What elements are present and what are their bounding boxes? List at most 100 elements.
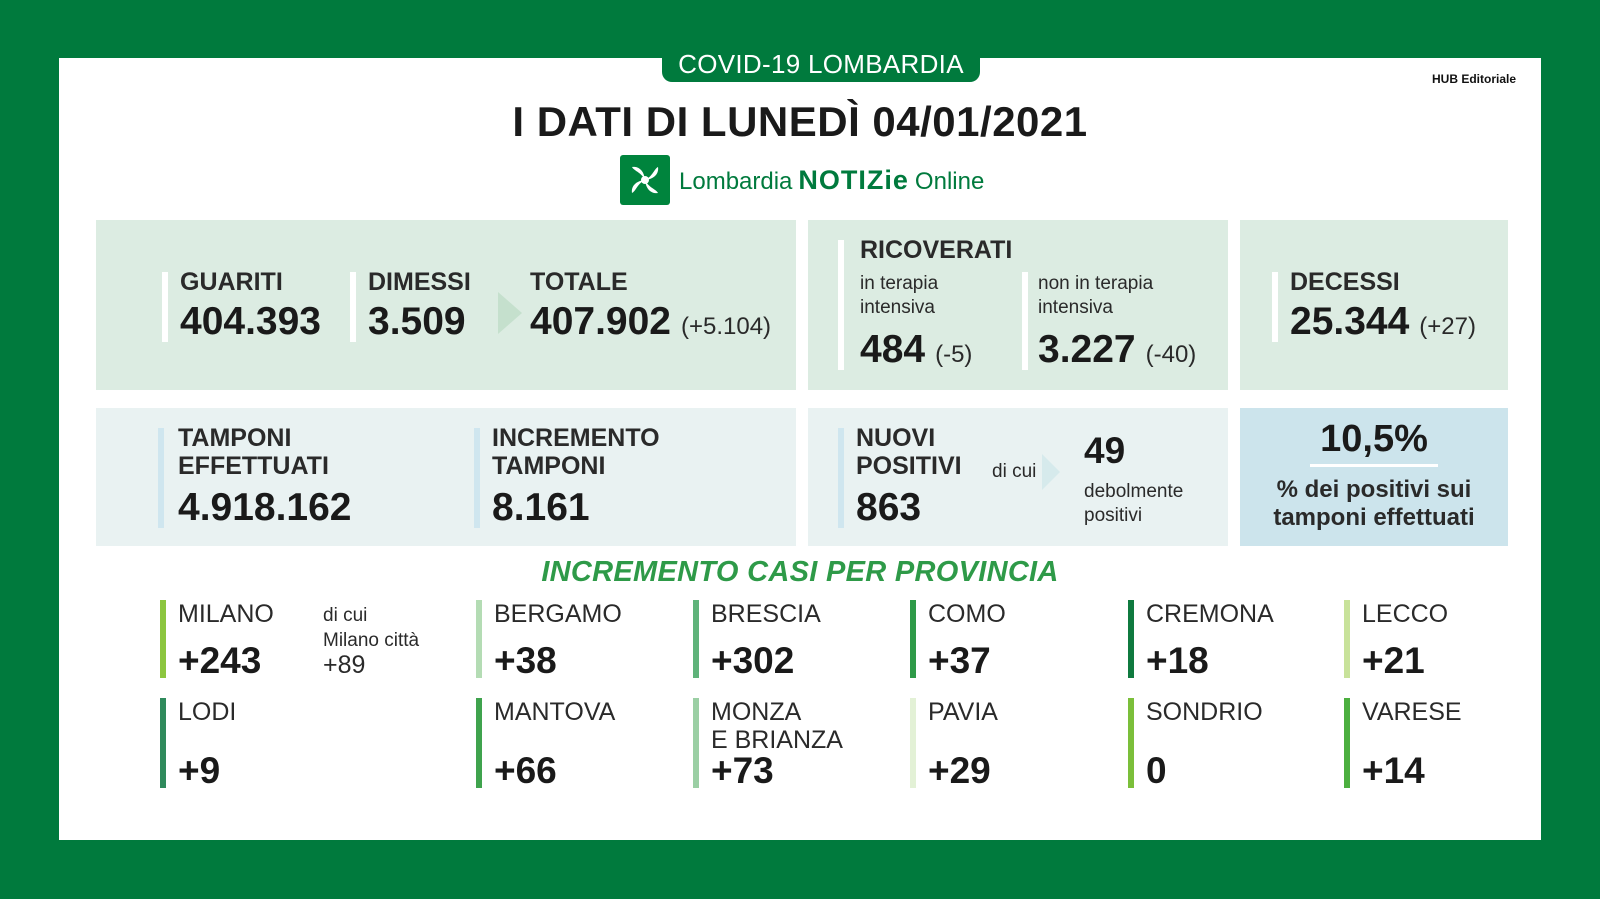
ricoverati-label: RICOVERATI xyxy=(860,236,1013,264)
province-name-line2: E BRIANZA xyxy=(711,726,843,754)
province-color-bar xyxy=(910,600,916,678)
dimessi-bar xyxy=(350,272,356,342)
nti-value: 3.227 xyxy=(1038,328,1136,371)
province-color-bar xyxy=(160,698,166,788)
province-lecco: LECCO +21 xyxy=(1344,600,1544,681)
province-name: BERGAMO xyxy=(494,600,622,628)
deaths-panel xyxy=(1240,220,1508,390)
province-como: COMO +37 xyxy=(910,600,1110,681)
province-name: MANTOVA xyxy=(494,698,616,726)
logo-text-lombardia: Lombardia xyxy=(679,167,793,195)
province-name: SONDRIO xyxy=(1146,698,1263,726)
province-name: VARESE xyxy=(1362,698,1462,726)
chevron-right-icon xyxy=(498,292,522,334)
decessi-delta: (+27) xyxy=(1419,313,1476,340)
province-color-bar xyxy=(160,600,166,678)
guariti-value: 404.393 xyxy=(180,300,321,343)
ratio-label-line1: % dei positivi sui xyxy=(1276,476,1472,503)
weak-positive-label-line2: positivi xyxy=(1084,505,1143,526)
province-color-bar xyxy=(1128,600,1134,678)
nti-bar xyxy=(1022,272,1028,370)
ti-label-line2: intensiva xyxy=(860,297,935,318)
province-cremona: CREMONA +18 xyxy=(1128,600,1328,681)
province-value: +18 xyxy=(1146,640,1209,681)
tamponi-bar xyxy=(158,428,164,528)
province-color-bar xyxy=(1344,698,1350,788)
province-bergamo: BERGAMO +38 xyxy=(476,600,676,681)
dimessi-value: 3.509 xyxy=(368,300,466,343)
province-color-bar xyxy=(693,698,699,788)
province-name: CREMONA xyxy=(1146,600,1274,628)
logo: Lombardia NOTIZie Online xyxy=(620,155,984,205)
province-value: +37 xyxy=(928,640,991,681)
nti-delta: (-40) xyxy=(1145,341,1197,368)
province-name: PAVIA xyxy=(928,698,998,726)
milano-city-note: di cui Milano città +89 xyxy=(323,603,419,678)
province-varese: VARESE +14 xyxy=(1344,698,1544,791)
recovered-panel xyxy=(96,220,796,390)
ratio-divider xyxy=(1310,464,1438,467)
totale-label: TOTALE xyxy=(530,268,628,296)
totale-value: 407.902 xyxy=(530,300,671,343)
hospitalized-panel xyxy=(808,220,1228,390)
province-value: +243 xyxy=(178,640,262,681)
weak-positive-label-line1: debolmente xyxy=(1084,481,1184,502)
dimessi-label: DIMESSI xyxy=(368,268,471,296)
province-value: +38 xyxy=(494,640,557,681)
province-name: MILANO xyxy=(178,600,274,628)
weak-positive-label: debolmente positivi xyxy=(1084,480,1183,528)
logo-text-notizie: NOTIZie xyxy=(798,164,909,195)
province-milano: MILANO +243 xyxy=(160,600,360,681)
nti-label-line2: intensiva xyxy=(1038,297,1113,318)
tests-panel xyxy=(96,408,796,546)
lombardia-rose-icon xyxy=(620,155,670,205)
milano-city-line1: di cui xyxy=(323,605,368,626)
incremento-bar xyxy=(474,428,480,528)
chevron-right-icon xyxy=(1042,454,1060,490)
logo-text: Lombardia NOTIZie Online xyxy=(679,165,984,196)
positivi-bar xyxy=(838,428,844,528)
province-color-bar xyxy=(476,698,482,788)
nti-label-line1: non in terapia xyxy=(1038,273,1154,294)
province-name: BRESCIA xyxy=(711,600,821,628)
positivi-label: NUOVI POSITIVI xyxy=(856,424,962,480)
province-color-bar xyxy=(910,698,916,788)
tamponi-label-line1: TAMPONI xyxy=(178,424,292,452)
province-color-bar xyxy=(476,600,482,678)
province-sondrio: SONDRIO 0 xyxy=(1128,698,1328,791)
tamponi-label-line2: EFFETTUATI xyxy=(178,452,329,480)
province-value: +29 xyxy=(928,750,991,791)
weak-positive-value: 49 xyxy=(1084,430,1126,471)
publisher-label: HUB Editoriale xyxy=(1432,72,1517,86)
province-monza: MONZA E BRIANZA +73 xyxy=(693,698,893,791)
decessi-value-row: 25.344 (+27) xyxy=(1290,300,1476,344)
province-value: 0 xyxy=(1146,750,1167,791)
province-value: +66 xyxy=(494,750,557,791)
incremento-label-line1: INCREMENTO xyxy=(492,424,660,452)
decessi-label: DECESSI xyxy=(1290,268,1400,296)
ti-value-row: 484 (-5) xyxy=(860,328,972,372)
province-color-bar xyxy=(1128,698,1134,788)
province-mantova: MANTOVA +66 xyxy=(476,698,676,791)
province-value: +302 xyxy=(711,640,795,681)
ratio-label: % dei positivi sui tamponi effettuati xyxy=(1240,476,1508,532)
decessi-value: 25.344 xyxy=(1290,300,1410,343)
dicui-label: di cui xyxy=(992,461,1037,482)
province-value: +14 xyxy=(1362,750,1425,791)
milano-city-line2: Milano città xyxy=(323,630,420,651)
province-lodi: LODI +9 xyxy=(160,698,360,791)
province-brescia: BRESCIA +302 xyxy=(693,600,893,681)
province-value: +9 xyxy=(178,750,221,791)
logo-text-online: Online xyxy=(914,167,985,195)
ratio-label-line2: tamponi effettuati xyxy=(1273,504,1475,531)
milano-city-value: +89 xyxy=(323,651,366,679)
totale-delta: (+5.104) xyxy=(680,313,772,340)
tamponi-label: TAMPONI EFFETTUATI xyxy=(178,424,329,480)
positives-panel xyxy=(808,408,1228,546)
ti-label-line1: in terapia xyxy=(860,273,939,294)
province-name: LECCO xyxy=(1362,600,1449,628)
ti-value: 484 xyxy=(860,328,926,371)
positivi-label-line2: POSITIVI xyxy=(856,452,962,480)
ti-label: in terapia intensiva xyxy=(860,272,938,320)
ratio-value: 10,5% xyxy=(1320,418,1428,460)
